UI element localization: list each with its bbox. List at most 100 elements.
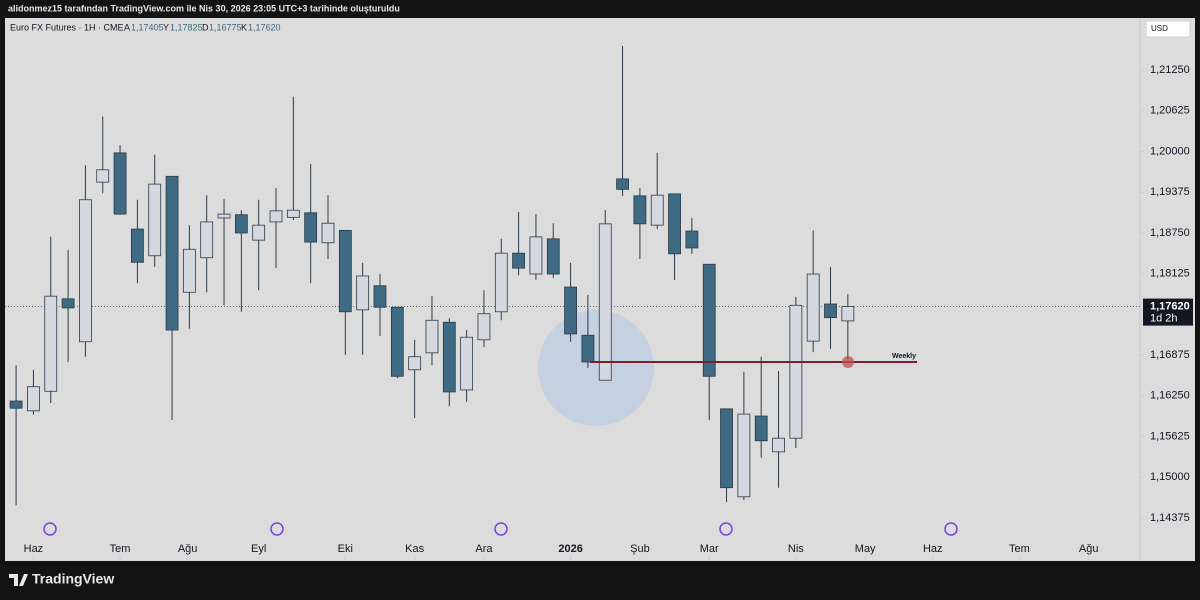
level-label: Weekly bbox=[892, 353, 916, 360]
x-tick-label: Mar bbox=[700, 543, 719, 555]
candle-body bbox=[754, 415, 768, 442]
candle-body bbox=[633, 195, 647, 225]
candle-body bbox=[720, 408, 733, 489]
currency: USD bbox=[1151, 24, 1168, 33]
candle-body bbox=[390, 306, 404, 377]
candle-body bbox=[425, 319, 439, 354]
candle-body bbox=[217, 213, 231, 219]
brand: TradingView bbox=[32, 571, 114, 587]
y-tick-label: 1,15625 bbox=[1150, 430, 1190, 442]
x-tick-label: Haz bbox=[24, 543, 44, 555]
y-tick-label: 1,20000 bbox=[1150, 145, 1190, 157]
candle-body bbox=[616, 178, 629, 190]
candle-body bbox=[356, 275, 370, 311]
candle-body bbox=[182, 248, 196, 293]
legend-key: K bbox=[241, 22, 247, 32]
candle-body bbox=[650, 194, 664, 226]
legend-value: 1,16775 bbox=[209, 22, 242, 32]
candle-body bbox=[789, 304, 803, 439]
candle-body bbox=[96, 169, 110, 183]
candle-body bbox=[460, 336, 474, 391]
caption: alidonmez15 tarafından TradingView.com i… bbox=[8, 3, 400, 13]
currency-box[interactable] bbox=[1145, 20, 1191, 38]
candle-body bbox=[806, 273, 820, 342]
event-icon[interactable] bbox=[494, 522, 508, 536]
candle-body bbox=[130, 228, 144, 263]
y-tick-label: 1,16875 bbox=[1150, 349, 1190, 361]
x-tick-label: Nis bbox=[788, 543, 804, 555]
y-tick-label: 1,18125 bbox=[1150, 268, 1190, 280]
candle-body bbox=[79, 199, 92, 343]
x-tick-label: Kas bbox=[405, 543, 424, 555]
y-tick-label: 1,14375 bbox=[1150, 512, 1190, 524]
event-icon[interactable] bbox=[43, 522, 57, 536]
level-marker bbox=[842, 355, 854, 368]
y-tick-label: 1,16250 bbox=[1150, 390, 1190, 402]
x-tick-label: Eyl bbox=[251, 543, 266, 555]
candle-body bbox=[564, 286, 577, 335]
countdown: 1d 2h bbox=[1150, 312, 1178, 324]
candle-body bbox=[442, 321, 456, 393]
x-tick-label: Eki bbox=[338, 543, 353, 555]
candle-body bbox=[668, 193, 681, 255]
ohlc-legend: A 1,17405 Y 1,17825 D 1,16775 K 1,17620 bbox=[124, 22, 281, 32]
candle-body bbox=[737, 413, 751, 498]
candle-body bbox=[598, 223, 612, 381]
highlight-circle bbox=[538, 310, 654, 426]
candle-body bbox=[61, 298, 75, 309]
candle-body bbox=[408, 356, 422, 371]
legend-value: 1,17405 bbox=[131, 22, 164, 32]
candle-body bbox=[9, 400, 23, 409]
candle-body bbox=[824, 303, 837, 319]
candle-body bbox=[113, 152, 127, 215]
candle-body bbox=[477, 313, 491, 341]
y-tick-label: 1,21250 bbox=[1150, 64, 1190, 76]
x-tick-label: Ara bbox=[475, 543, 493, 555]
y-tick-label: 1,18750 bbox=[1150, 227, 1190, 239]
x-tick-label: May bbox=[855, 543, 876, 555]
last-price-box bbox=[1143, 298, 1193, 326]
legend-key: D bbox=[202, 22, 209, 32]
candle-body bbox=[269, 210, 283, 223]
legend-key: A bbox=[124, 22, 130, 32]
candle-body bbox=[200, 221, 214, 259]
x-tick-label: 2026 bbox=[558, 543, 582, 555]
event-icon[interactable] bbox=[719, 522, 733, 536]
symbol-title: Euro FX Futures · 1H · CME bbox=[10, 22, 124, 32]
candle-body bbox=[165, 175, 179, 331]
candle-body bbox=[148, 183, 162, 257]
y-tick-label: 1,15000 bbox=[1150, 471, 1190, 483]
event-icons bbox=[43, 522, 958, 536]
candle-body bbox=[581, 334, 595, 363]
candle-body bbox=[494, 252, 508, 313]
event-icon[interactable] bbox=[944, 522, 958, 536]
candle-body bbox=[685, 230, 699, 249]
x-tick-label: Şub bbox=[630, 543, 650, 555]
candle-body bbox=[512, 252, 526, 269]
candle-body bbox=[44, 295, 58, 392]
y-tick-label: 1,19375 bbox=[1150, 186, 1190, 198]
legend-value: 1,17620 bbox=[248, 22, 281, 32]
x-tick-label: Haz bbox=[923, 543, 943, 555]
footer bbox=[0, 562, 1200, 600]
candle-body bbox=[841, 306, 855, 322]
candle-body bbox=[702, 263, 716, 377]
x-tick-label: Tem bbox=[110, 543, 131, 555]
candle-body bbox=[252, 224, 266, 241]
x-tick-label: Tem bbox=[1009, 543, 1030, 555]
candle-body bbox=[546, 238, 560, 275]
legend-key: Y bbox=[163, 22, 169, 32]
x-tick-label: Ağu bbox=[178, 543, 198, 555]
brand-logo bbox=[9, 574, 28, 586]
y-tick-label: 1,20625 bbox=[1150, 105, 1190, 117]
event-icon[interactable] bbox=[270, 522, 284, 536]
candle-body bbox=[304, 212, 318, 243]
candle-body bbox=[234, 214, 248, 234]
candle-body bbox=[772, 437, 785, 453]
x-tick-label: Ağu bbox=[1079, 543, 1099, 555]
legend-value: 1,17825 bbox=[170, 22, 203, 32]
candle-body bbox=[373, 285, 387, 308]
candle-body bbox=[321, 222, 335, 244]
